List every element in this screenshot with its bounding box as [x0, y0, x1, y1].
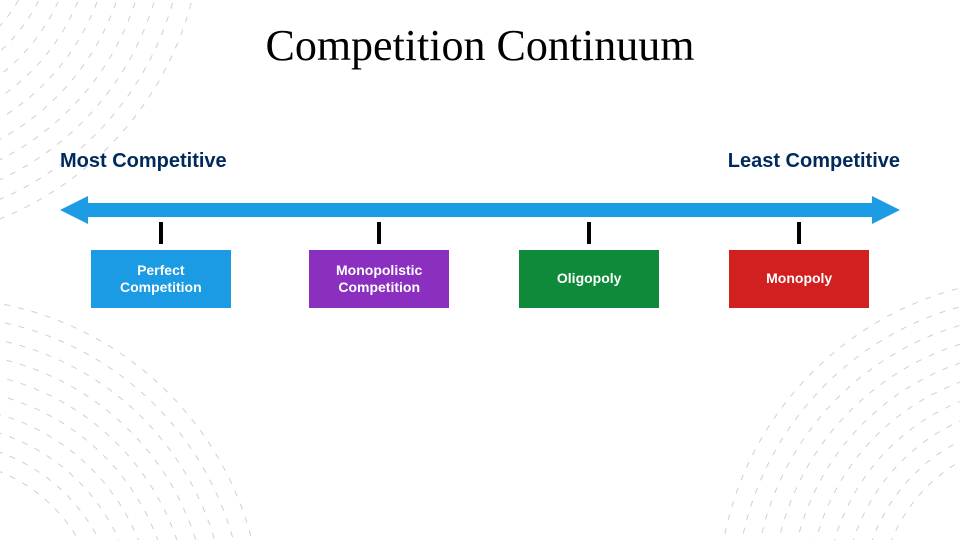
- endpoint-label-most-competitive: Most Competitive: [60, 150, 227, 173]
- tick-row: [60, 222, 900, 244]
- continuum-diagram: Most Competitive Least Competitive Perfe…: [60, 150, 900, 410]
- endpoint-label-least-competitive: Least Competitive: [728, 150, 900, 173]
- category-box-monopoly: Monopoly: [729, 250, 869, 308]
- category-row: PerfectCompetition MonopolisticCompetitio…: [60, 250, 900, 318]
- page-title: Competition Continuum: [0, 20, 960, 71]
- category-box-oligopoly: Oligopoly: [519, 250, 659, 308]
- tick-2: [587, 222, 591, 244]
- tick-0: [159, 222, 163, 244]
- category-box-perfect-competition: PerfectCompetition: [91, 250, 231, 308]
- tick-3: [797, 222, 801, 244]
- category-box-monopolistic-competition: MonopolisticCompetition: [309, 250, 449, 308]
- tick-1: [377, 222, 381, 244]
- continuum-arrow: [60, 196, 900, 224]
